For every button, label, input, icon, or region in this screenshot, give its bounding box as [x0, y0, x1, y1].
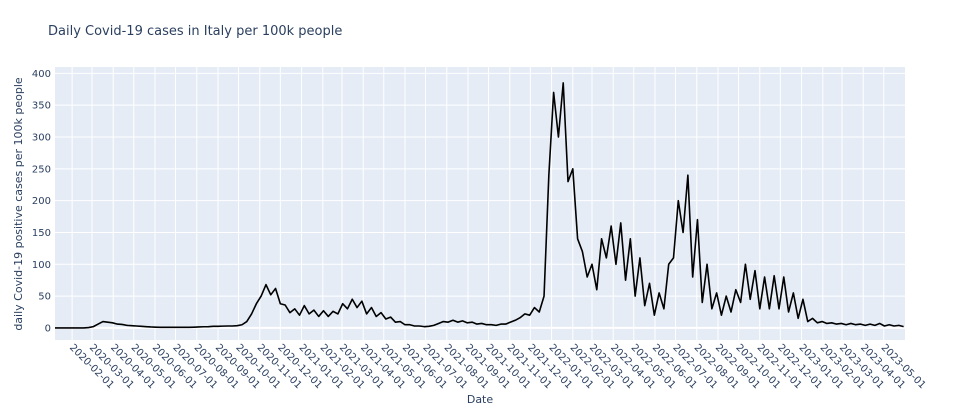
y-tick-label: 300	[32, 133, 51, 144]
y-tick-label: 50	[38, 292, 51, 303]
x-axis-title: Date	[467, 393, 494, 406]
data-line	[55, 82, 904, 329]
y-tick-label: 100	[32, 260, 51, 271]
y-tick-label: 400	[32, 69, 51, 80]
y-tick-label: 250	[32, 164, 51, 175]
y-tick-label: 0	[45, 323, 51, 334]
chart-title: Daily Covid-19 cases in Italy per 100k p…	[48, 24, 342, 39]
y-tick-label: 150	[32, 228, 51, 239]
y-axis-title: daily Covid-19 positive cases per 100k p…	[12, 77, 25, 331]
y-tick-label: 200	[32, 196, 51, 207]
y-tick-label: 350	[32, 101, 51, 112]
